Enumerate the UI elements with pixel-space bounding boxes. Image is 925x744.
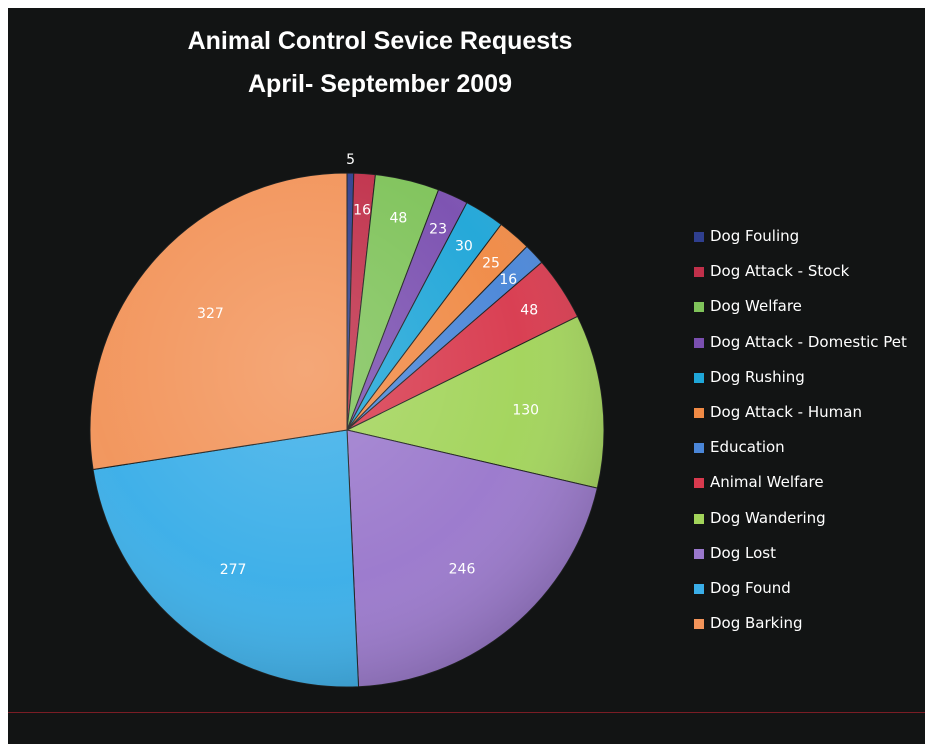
pie-slices bbox=[89, 172, 605, 688]
legend-swatch bbox=[694, 372, 704, 383]
legend-item-animal-welfare: Animal Welfare bbox=[694, 472, 922, 507]
legend-item-dog-wandering: Dog Wandering bbox=[694, 508, 922, 543]
data-label-dog-wandering: 130 bbox=[512, 402, 539, 418]
legend-item-dog-attack-stock: Dog Attack - Stock bbox=[694, 261, 922, 296]
legend-item-education: Education bbox=[694, 437, 922, 472]
data-label-dog-found: 277 bbox=[220, 562, 247, 578]
chart-legend: Dog Fouling Dog Attack - Stock Dog Welfare… bbox=[694, 226, 922, 648]
legend-label: Dog Lost bbox=[710, 543, 776, 562]
legend-item-dog-found: Dog Found bbox=[694, 578, 922, 613]
legend-label: Dog Welfare bbox=[710, 297, 802, 316]
legend-swatch bbox=[694, 583, 704, 594]
legend-swatch bbox=[694, 302, 704, 313]
legend-swatch bbox=[694, 619, 704, 630]
legend-label: Education bbox=[710, 438, 785, 457]
data-label-animal-welfare: 48 bbox=[520, 303, 538, 319]
data-label-dog-attack-human: 25 bbox=[482, 255, 500, 271]
legend-item-dog-attack-domestic-pet: Dog Attack - Domestic Pet bbox=[694, 332, 922, 367]
legend-label: Dog Attack - Stock bbox=[710, 262, 850, 281]
legend-label: Dog Found bbox=[710, 578, 791, 597]
data-label-dog-rushing: 30 bbox=[455, 238, 473, 254]
legend-label: Dog Rushing bbox=[710, 367, 805, 386]
legend-item-dog-attack-human: Dog Attack - Human bbox=[694, 402, 922, 437]
data-label-dog-welfare: 48 bbox=[389, 211, 407, 227]
legend-label: Dog Attack - Human bbox=[710, 402, 862, 421]
legend-swatch bbox=[694, 232, 704, 242]
data-label-education: 16 bbox=[499, 272, 517, 288]
data-label-dog-lost: 246 bbox=[449, 561, 476, 577]
legend-label: Animal Welfare bbox=[710, 473, 824, 492]
legend-swatch bbox=[694, 443, 704, 454]
legend-item-dog-lost: Dog Lost bbox=[694, 543, 922, 578]
legend-swatch bbox=[694, 548, 704, 559]
legend-label: Dog Barking bbox=[710, 614, 803, 633]
data-label-dog-barking: 327 bbox=[197, 306, 224, 322]
legend-item-dog-welfare: Dog Welfare bbox=[694, 296, 922, 331]
legend-item-dog-fouling: Dog Fouling bbox=[694, 226, 922, 261]
chart-subtitle: April- September 2009 bbox=[248, 70, 512, 98]
legend-swatch bbox=[694, 513, 704, 524]
bottom-divider bbox=[8, 712, 925, 713]
legend-swatch bbox=[694, 407, 704, 418]
legend-swatch bbox=[694, 478, 704, 489]
pie-slice-dog-found bbox=[92, 429, 360, 688]
legend-swatch bbox=[694, 337, 704, 348]
legend-swatch bbox=[694, 267, 704, 278]
chart-title: Animal Control Sevice Requests bbox=[187, 27, 573, 55]
legend-label: Dog Attack - Domestic Pet bbox=[710, 332, 907, 351]
data-label-dog-fouling: 5 bbox=[346, 152, 355, 168]
data-label-dog-attack-domestic-pet: 23 bbox=[429, 222, 447, 238]
legend-label: Dog Wandering bbox=[710, 508, 826, 527]
legend-item-dog-rushing: Dog Rushing bbox=[694, 367, 922, 402]
legend-label: Dog Fouling bbox=[710, 227, 800, 245]
legend-item-dog-barking: Dog Barking bbox=[694, 613, 922, 648]
data-label-dog-attack-stock: 16 bbox=[353, 203, 371, 219]
